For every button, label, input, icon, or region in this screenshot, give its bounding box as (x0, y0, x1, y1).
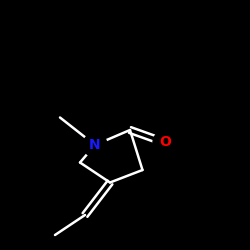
Circle shape (153, 130, 177, 154)
Circle shape (83, 133, 107, 157)
Text: O: O (159, 136, 171, 149)
Text: N: N (89, 138, 101, 152)
